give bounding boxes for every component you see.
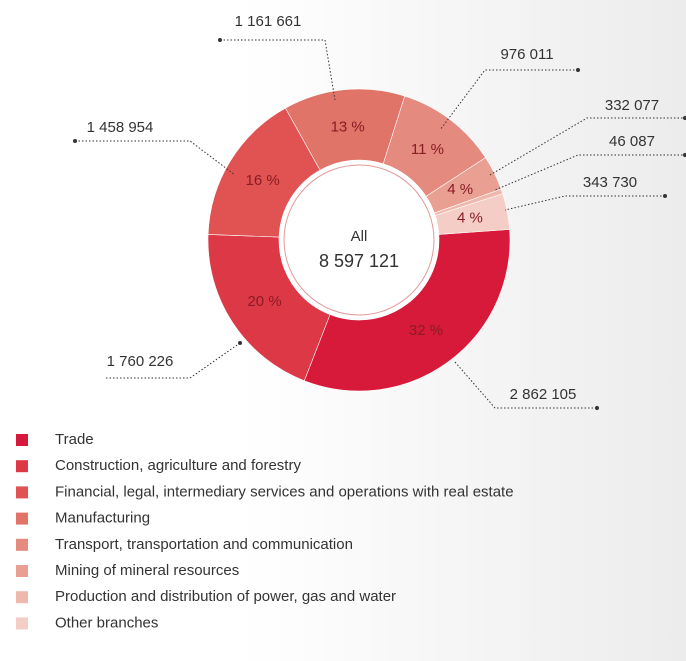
legend-label: Production and distribution of power, ga… bbox=[55, 588, 396, 605]
value-label: 332 077 bbox=[605, 97, 659, 114]
callout-dot bbox=[218, 38, 222, 42]
legend-label: Manufacturing bbox=[55, 510, 150, 527]
center-label: All bbox=[351, 228, 368, 245]
percent-label: 32 % bbox=[409, 322, 443, 339]
callout-dot bbox=[576, 68, 580, 72]
legend-label: Mining of mineral resources bbox=[55, 562, 239, 579]
value-label: 2 862 105 bbox=[510, 386, 577, 403]
value-label: 343 730 bbox=[583, 174, 637, 191]
legend-label: Construction, agriculture and forestry bbox=[55, 457, 301, 474]
percent-label: 20 % bbox=[247, 293, 281, 310]
legend-swatch bbox=[16, 460, 28, 473]
callout-line bbox=[504, 195, 665, 211]
value-label: 1 458 954 bbox=[87, 119, 154, 136]
legend-swatch bbox=[16, 512, 28, 525]
percent-label: 4 % bbox=[447, 181, 473, 198]
legend-label: Trade bbox=[55, 431, 94, 448]
value-label: 1 760 226 bbox=[107, 353, 174, 370]
callout-dot bbox=[683, 153, 686, 157]
callout-line bbox=[220, 39, 336, 101]
callout-line bbox=[439, 69, 578, 131]
legend-label: Other branches bbox=[55, 614, 158, 631]
percent-label: 16 % bbox=[246, 172, 280, 189]
callout-dot bbox=[595, 406, 599, 410]
legend-swatch bbox=[16, 617, 28, 630]
value-label: 1 161 661 bbox=[235, 13, 302, 30]
percent-label: 11 % bbox=[411, 141, 444, 158]
center-circle bbox=[283, 164, 435, 316]
legend-swatch bbox=[16, 486, 28, 499]
callout-dot bbox=[683, 116, 686, 120]
callout-line bbox=[489, 117, 686, 176]
value-label: 976 011 bbox=[500, 46, 553, 63]
callout-line bbox=[454, 361, 597, 409]
legend-swatch bbox=[16, 434, 28, 446]
callout-line bbox=[75, 140, 236, 176]
percent-label: 4 % bbox=[457, 210, 483, 227]
callout-dot bbox=[73, 139, 77, 143]
callout-dot bbox=[663, 194, 667, 198]
center-value: 8 597 121 bbox=[319, 251, 399, 271]
callout-dot bbox=[238, 341, 242, 345]
callout-line bbox=[494, 154, 686, 191]
legend-swatch bbox=[16, 538, 28, 551]
value-label: 46 087 bbox=[609, 133, 655, 150]
legend-label: Transport, transportation and communicat… bbox=[55, 536, 353, 553]
legend-swatch bbox=[16, 591, 28, 604]
percent-label: 13 % bbox=[331, 119, 365, 136]
legend-swatch bbox=[16, 565, 28, 577]
legend-label: Financial, legal, intermediary services … bbox=[55, 483, 514, 500]
